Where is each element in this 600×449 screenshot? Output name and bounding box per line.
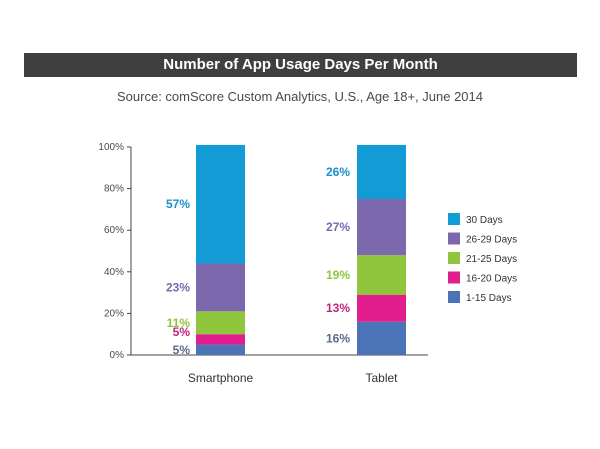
legend-entry: 21-25 Days [466, 254, 517, 265]
data-label: 5% [173, 325, 191, 339]
bar-segment-tablet-21-25-days [357, 255, 406, 295]
bar-segment-tablet-30-days [357, 144, 406, 199]
bar-segment-smartphone-26-29-days [196, 263, 245, 312]
bar-segment-smartphone-21-25-days [196, 311, 245, 335]
chart-subtitle: Source: comScore Custom Analytics, U.S.,… [117, 89, 483, 104]
chart-title-bar: Number of App Usage Days Per Month [24, 53, 577, 77]
bar-segment-tablet-16-20-days [357, 294, 406, 322]
data-label: 27% [326, 220, 350, 234]
y-tick-label: 20% [104, 308, 124, 319]
legend-swatch [448, 271, 460, 284]
x-category-label: Tablet [365, 371, 398, 385]
data-label: 16% [326, 331, 350, 345]
y-tick-label: 60% [104, 225, 124, 236]
bar-segment-tablet-26-29-days [357, 199, 406, 256]
legend-entry: 30 Days [466, 215, 503, 226]
legend-entry: 16-20 Days [466, 274, 517, 285]
data-label: 11% [167, 316, 191, 330]
data-label: 23% [166, 280, 190, 294]
data-label: 13% [326, 301, 350, 315]
chart-title: Number of App Usage Days Per Month [163, 56, 438, 73]
bar-segment-smartphone-16-20-days [196, 334, 245, 345]
bar-segment-smartphone-30-days [196, 144, 245, 264]
legend-swatch [448, 252, 460, 264]
data-label: 26% [326, 165, 350, 179]
legend-swatch [448, 291, 460, 303]
data-label: 5% [173, 343, 191, 357]
y-tick-label: 0% [110, 350, 125, 361]
y-tick-label: 80% [104, 184, 124, 195]
legend-entry: 1-15 Days [466, 293, 512, 304]
legend-swatch [448, 213, 460, 225]
y-tick-label: 100% [98, 142, 124, 153]
bar-segment-smartphone-1-15-days [196, 344, 245, 355]
data-label: 19% [326, 268, 350, 282]
y-tick-label: 40% [104, 267, 124, 278]
legend-swatch [448, 232, 460, 245]
x-category-label: Smartphone [188, 371, 254, 385]
bar-segment-tablet-1-15-days [357, 321, 406, 355]
legend-entry: 26-29 Days [466, 235, 517, 246]
data-label: 57% [166, 197, 190, 211]
